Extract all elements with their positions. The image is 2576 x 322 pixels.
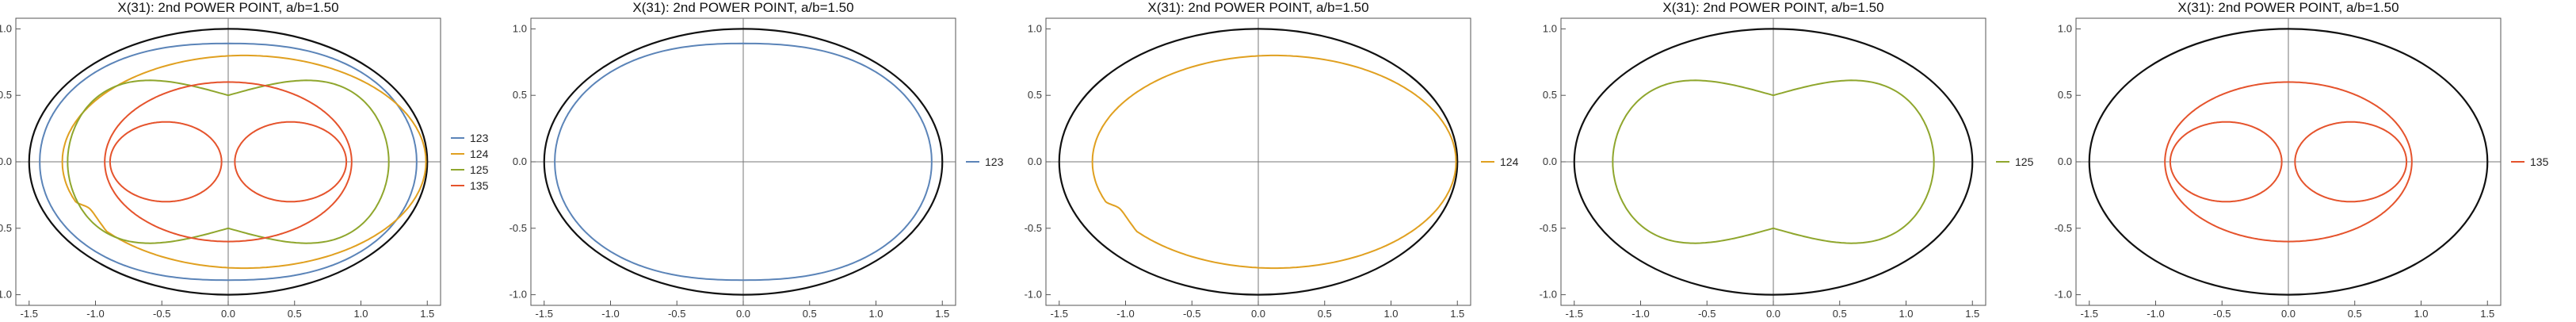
reference-ellipse <box>2088 28 2489 296</box>
x-tick-label: 0.5 <box>1318 308 1332 320</box>
x-tick-label: 0.5 <box>803 308 817 320</box>
y-tick-label: 0.5 <box>1028 89 1042 101</box>
x-tick-label: -1.5 <box>2081 308 2098 320</box>
x-tick-label: -1.0 <box>601 308 619 320</box>
legend-label: 125 <box>470 163 489 176</box>
series-line-125 <box>1612 79 1935 244</box>
y-tick-label: 1.0 <box>0 22 12 34</box>
chart-panel-3: X(31): 2nd POWER POINT, a/b=1.50 -1.5 -1.0… <box>1025 0 1519 320</box>
series-line-135 <box>234 121 348 203</box>
x-tick-label: 0.0 <box>221 308 235 320</box>
x-tick-label: -0.5 <box>153 308 170 320</box>
legend-label: 123 <box>470 132 489 144</box>
x-tick-label: -1.5 <box>1566 308 1583 320</box>
x-tick-label: 1.0 <box>868 308 883 320</box>
x-tick-label: -1.0 <box>2147 308 2164 320</box>
x-tick-label: -1.0 <box>1631 308 1649 320</box>
chart-panel-1: X(31): 2nd POWER POINT, a/b=1.50 -1.5 -1.0… <box>0 0 489 320</box>
y-tick-label: -0.5 <box>2055 222 2072 234</box>
y-tick-label: 1.0 <box>1028 22 1042 34</box>
chart-panel-5: X(31): 2nd POWER POINT, a/b=1.50 -1.5 -1.0… <box>2055 0 2549 320</box>
y-tick-label: 0.0 <box>513 155 527 167</box>
chart-title: X(31): 2nd POWER POINT, a/b=1.50 <box>1147 0 1368 15</box>
series-line-124 <box>1091 54 1457 270</box>
series-line-123 <box>39 42 418 282</box>
y-tick-label: -1.0 <box>1540 289 1557 301</box>
y-tick-label: 0.0 <box>1543 155 1557 167</box>
chart-title: X(31): 2nd POWER POINT, a/b=1.50 <box>117 0 338 15</box>
reference-ellipse <box>1058 28 1459 296</box>
chart-panel-2: X(31): 2nd POWER POINT, a/b=1.50 -1.5 -1.0… <box>509 0 1004 320</box>
x-tick-label: 0.0 <box>2281 308 2296 320</box>
x-tick-label: -0.5 <box>668 308 685 320</box>
y-tick-label: -0.5 <box>509 222 527 234</box>
y-tick-label: 0.5 <box>0 89 12 101</box>
y-tick-label: -1.0 <box>0 289 12 301</box>
x-tick-label: -1.5 <box>536 308 553 320</box>
y-tick-label: -1.0 <box>2055 289 2072 301</box>
series-line-124 <box>61 54 427 270</box>
x-tick-label: -0.5 <box>2213 308 2231 320</box>
x-tick-label: 0.5 <box>288 308 302 320</box>
x-tick-label: -0.5 <box>1698 308 1715 320</box>
chart-title: X(31): 2nd POWER POINT, a/b=1.50 <box>2177 0 2399 15</box>
legend-label: 135 <box>470 179 489 192</box>
reference-ellipse <box>543 28 944 296</box>
x-tick-label: 1.5 <box>2480 308 2494 320</box>
y-tick-label: 0.5 <box>1543 89 1557 101</box>
x-tick-label: 1.0 <box>1383 308 1398 320</box>
x-tick-label: 1.0 <box>1899 308 1913 320</box>
series-line-135 <box>104 81 353 243</box>
legend-label: 123 <box>985 155 1004 168</box>
x-tick-label: 1.5 <box>935 308 949 320</box>
x-tick-label: 0.5 <box>2348 308 2362 320</box>
legend-label: 124 <box>470 148 489 160</box>
chart-panel-4: X(31): 2nd POWER POINT, a/b=1.50 -1.5 -1.0… <box>1540 0 2034 320</box>
legend-label: 124 <box>1500 155 1519 168</box>
x-tick-label: 1.0 <box>2414 308 2428 320</box>
x-tick-label: -1.5 <box>1051 308 1068 320</box>
reference-ellipse <box>1573 28 1974 296</box>
y-tick-label: 1.0 <box>1543 22 1557 34</box>
y-tick-label: 1.0 <box>513 22 527 34</box>
y-tick-label: 0.5 <box>2058 89 2072 101</box>
x-tick-label: -1.0 <box>1116 308 1134 320</box>
x-tick-label: 0.5 <box>1833 308 1847 320</box>
y-tick-label: 0.0 <box>1028 155 1042 167</box>
legend-label: 125 <box>2015 155 2034 168</box>
y-tick-label: -0.5 <box>0 222 12 234</box>
x-tick-label: 1.0 <box>353 308 368 320</box>
x-tick-label: -1.0 <box>86 308 104 320</box>
reference-ellipse <box>28 28 429 296</box>
series-line-135 <box>2294 121 2408 203</box>
x-tick-label: 0.0 <box>1766 308 1780 320</box>
y-tick-label: 1.0 <box>2058 22 2072 34</box>
y-tick-label: -1.0 <box>509 289 527 301</box>
x-tick-label: 1.5 <box>420 308 434 320</box>
y-tick-label: -0.5 <box>1025 222 1042 234</box>
series-line-135 <box>109 121 223 203</box>
legend-label: 135 <box>2530 155 2549 168</box>
x-tick-label: -1.5 <box>21 308 38 320</box>
x-tick-label: 1.5 <box>1965 308 1979 320</box>
chart-title: X(31): 2nd POWER POINT, a/b=1.50 <box>632 0 853 15</box>
y-tick-label: -1.0 <box>1025 289 1042 301</box>
x-tick-label: 0.0 <box>736 308 750 320</box>
y-tick-label: 0.0 <box>0 155 12 167</box>
y-tick-label: 0.0 <box>2058 155 2072 167</box>
y-tick-label: -0.5 <box>1540 222 1557 234</box>
series-line-135 <box>2164 81 2413 243</box>
x-tick-label: 0.0 <box>1251 308 1265 320</box>
x-tick-label: 1.5 <box>1450 308 1464 320</box>
chart-title: X(31): 2nd POWER POINT, a/b=1.50 <box>1662 0 1883 15</box>
series-line-123 <box>554 42 933 282</box>
series-line-125 <box>67 79 390 244</box>
y-tick-label: 0.5 <box>513 89 527 101</box>
x-tick-label: -0.5 <box>1183 308 1200 320</box>
series-line-135 <box>2169 121 2283 203</box>
